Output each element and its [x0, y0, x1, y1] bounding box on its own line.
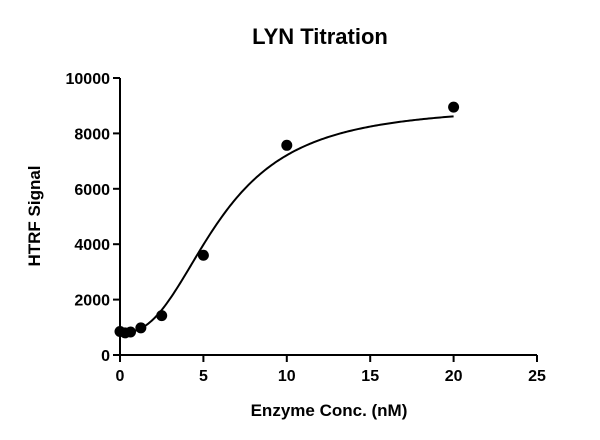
x-tick-label: 25	[528, 368, 546, 385]
y-tick-label: 2000	[74, 293, 110, 310]
data-point	[197, 249, 209, 261]
y-tick-label: 8000	[74, 126, 110, 143]
y-tick-label: 0	[101, 348, 110, 365]
data-point	[125, 326, 137, 338]
y-tick-label: 4000	[74, 237, 110, 254]
y-tick-label: 10000	[66, 71, 111, 88]
x-tick-label: 0	[116, 368, 125, 385]
data-point	[156, 310, 168, 322]
data-point	[448, 101, 460, 113]
fit-curve	[119, 115, 454, 334]
x-axis-label: Enzyme Conc. (nM)	[251, 401, 408, 420]
x-tick-label: 15	[361, 368, 379, 385]
x-tick-label: 5	[199, 368, 208, 385]
y-axis-label: HTRF Signal	[25, 165, 44, 266]
y-tick-label: 6000	[74, 182, 110, 199]
plot-area: 0 2000 4000 6000 8000 10000 0 5 10 15 20 25	[66, 71, 547, 385]
x-tick-label: 10	[278, 368, 296, 385]
x-tick-label: 20	[445, 368, 463, 385]
chart-title: LYN Titration	[252, 24, 388, 49]
data-point	[281, 139, 293, 151]
data-point	[135, 322, 147, 334]
